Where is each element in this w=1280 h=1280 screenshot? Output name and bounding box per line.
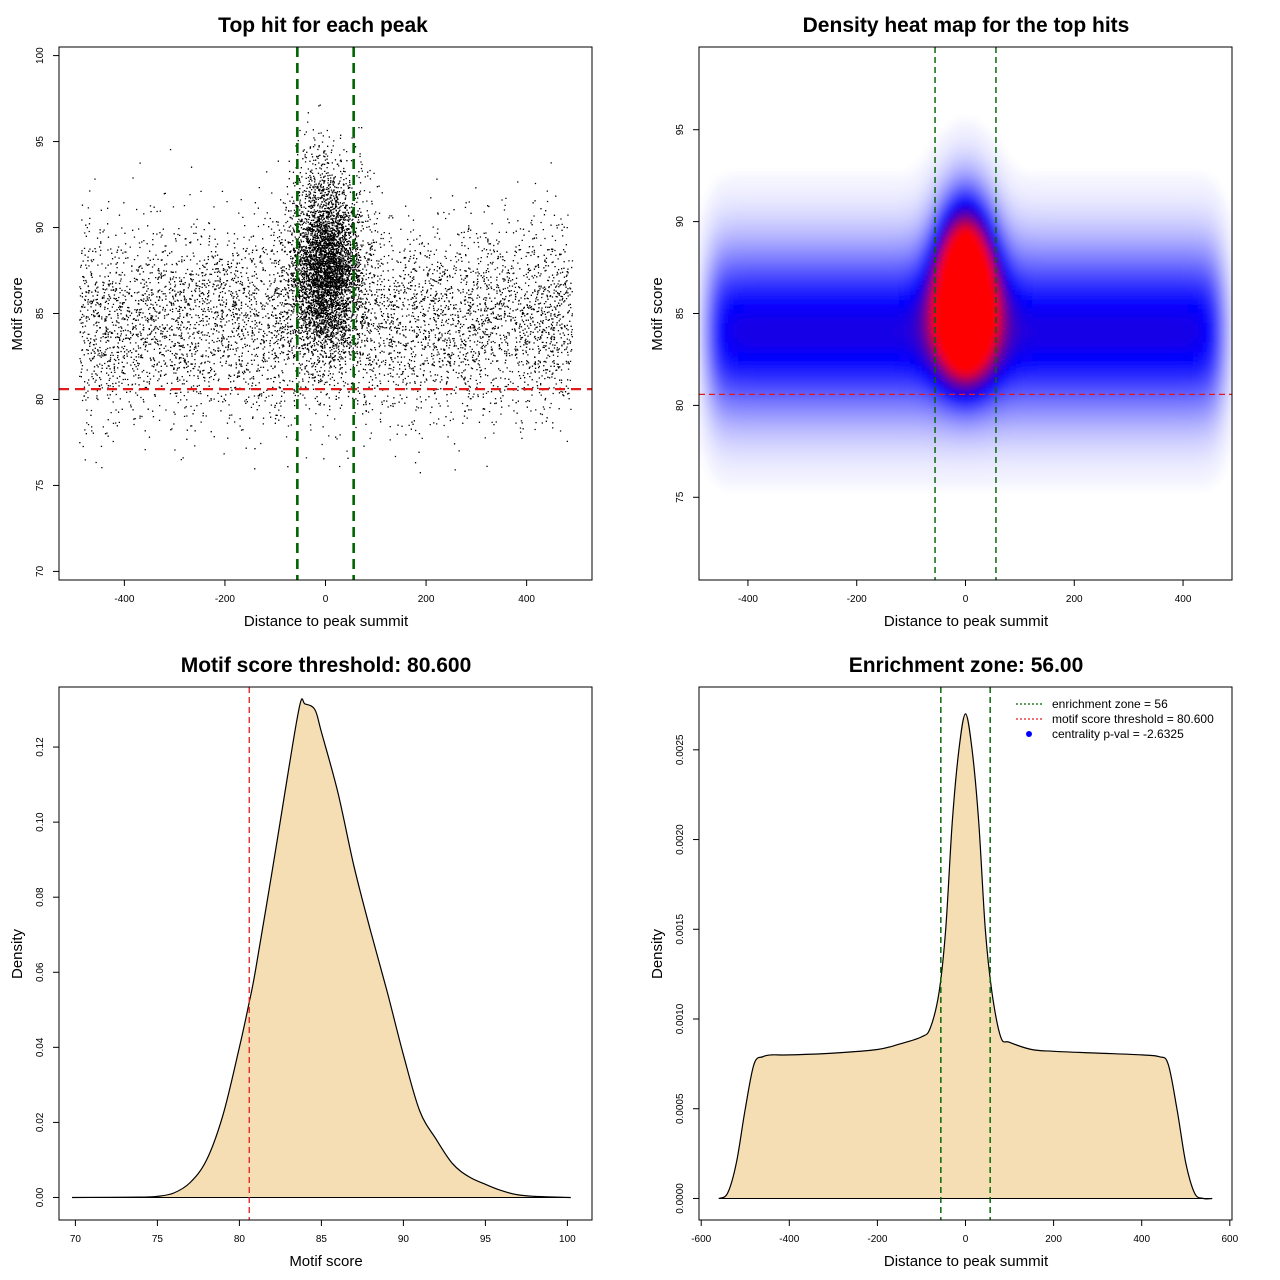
x-axis-label: Distance to peak summit [884,613,1049,630]
y-tick-label: 0.0005 [675,1093,686,1124]
density-curve [718,713,1213,1200]
x-tick-label: -400 [779,1234,799,1245]
y-tick-label: 70 [35,565,46,577]
x-tick-label: -200 [847,594,867,605]
x-tick-label: 100 [559,1234,576,1245]
axes: 70 75 80 85 90 95 100 0.00 0.02 0.04 0.06 0.08 0.10 0… [35,737,576,1245]
y-tick-label: 80 [35,393,46,405]
axes: -400 -200 0 200 400 70 75 80 85 90 95 100 [35,47,535,605]
axes: -400 -200 0 200 400 75 80 85 90 95 [675,124,1192,605]
x-tick-label: 80 [234,1234,246,1245]
plot-area [72,687,571,1220]
y-axis-label: Density [649,928,666,979]
chart-title: Top hit for each peak [218,14,428,37]
score-density-panel: Motif score threshold: 80.600 Motif scor… [9,654,593,1270]
x-tick-label: 200 [418,594,435,605]
legend-label-pval: centrality p-val = -2.6325 [1052,727,1184,741]
y-tick-label: 90 [35,222,46,234]
x-tick-label: 400 [1133,1234,1150,1245]
x-tick-label: -200 [867,1234,887,1245]
y-tick-label: 0.08 [35,887,46,907]
y-tick-label: 0.0000 [675,1183,686,1214]
chart-title: Enrichment zone: 56.00 [849,654,1084,677]
y-tick-label: 80 [675,399,686,411]
plot-area [699,47,1232,580]
x-tick-label: 90 [398,1234,410,1245]
y-tick-label: 0.0015 [675,914,686,945]
y-tick-label: 95 [35,136,46,148]
plot-area [59,47,592,580]
chart-title: Motif score threshold: 80.600 [181,654,472,677]
x-tick-label: 95 [480,1234,492,1245]
x-tick-label: -200 [215,594,235,605]
density-area [72,698,571,1198]
heatmap-panel: Density heat map for the top hits Distan… [649,14,1233,630]
x-tick-label: 0 [963,594,969,605]
y-tick-label: 0.0020 [675,824,686,855]
density-area [718,713,1213,1199]
x-tick-label: -400 [738,594,758,605]
y-axis-label: Density [9,928,26,979]
x-tick-label: 0 [963,1234,969,1245]
legend-label-threshold: motif score threshold = 80.600 [1052,712,1214,726]
y-axis-label: Motif score [9,277,26,350]
plot-area [718,687,1213,1220]
y-tick-label: 90 [675,216,686,228]
y-tick-label: 0.04 [35,1037,46,1057]
x-tick-label: -400 [114,594,134,605]
scatter-panel: Top hit for each peak Distance to peak s… [9,14,593,630]
y-tick-label: 85 [35,308,46,320]
x-axis-label: Motif score [289,1253,362,1270]
x-axis-label: Distance to peak summit [244,613,409,630]
y-tick-label: 0.10 [35,812,46,832]
chart-title: Density heat map for the top hits [803,14,1130,37]
x-axis-label: Distance to peak summit [884,1253,1049,1270]
axes: -600 -400 -200 0 200 400 600 0.0000 0.0005 0.0010… [675,734,1239,1245]
x-tick-label: 70 [70,1234,82,1245]
x-tick-label: 400 [518,594,535,605]
x-tick-label: 200 [1066,594,1083,605]
legend-swatch-pval [1026,731,1032,737]
x-tick-label: 75 [152,1234,164,1245]
y-tick-label: 0.0010 [675,1003,686,1034]
y-axis-label: Motif score [649,277,666,350]
y-tick-label: 0.06 [35,962,46,982]
x-tick-label: 200 [1045,1234,1062,1245]
heatmap-cells [699,119,1232,489]
y-tick-label: 0.02 [35,1112,46,1132]
y-tick-label: 85 [675,308,686,320]
x-tick-label: 400 [1175,594,1192,605]
y-tick-label: 95 [675,124,686,136]
y-tick-label: 0.00 [35,1187,46,1207]
legend-label-enrichment: enrichment zone = 56 [1052,697,1168,711]
x-tick-label: 600 [1221,1234,1238,1245]
y-tick-label: 100 [35,47,46,64]
y-tick-label: 75 [35,479,46,491]
y-tick-label: 75 [675,491,686,503]
x-tick-label: 85 [316,1234,328,1245]
distance-density-panel: Enrichment zone: 56.00 Distance to peak … [649,654,1239,1270]
y-tick-label: 0.12 [35,737,46,757]
x-tick-label: -600 [691,1234,711,1245]
density-curve [72,698,571,1199]
y-tick-label: 0.0025 [675,734,686,765]
legend: enrichment zone = 56 motif score thresho… [1016,697,1214,741]
x-tick-label: 0 [323,594,329,605]
